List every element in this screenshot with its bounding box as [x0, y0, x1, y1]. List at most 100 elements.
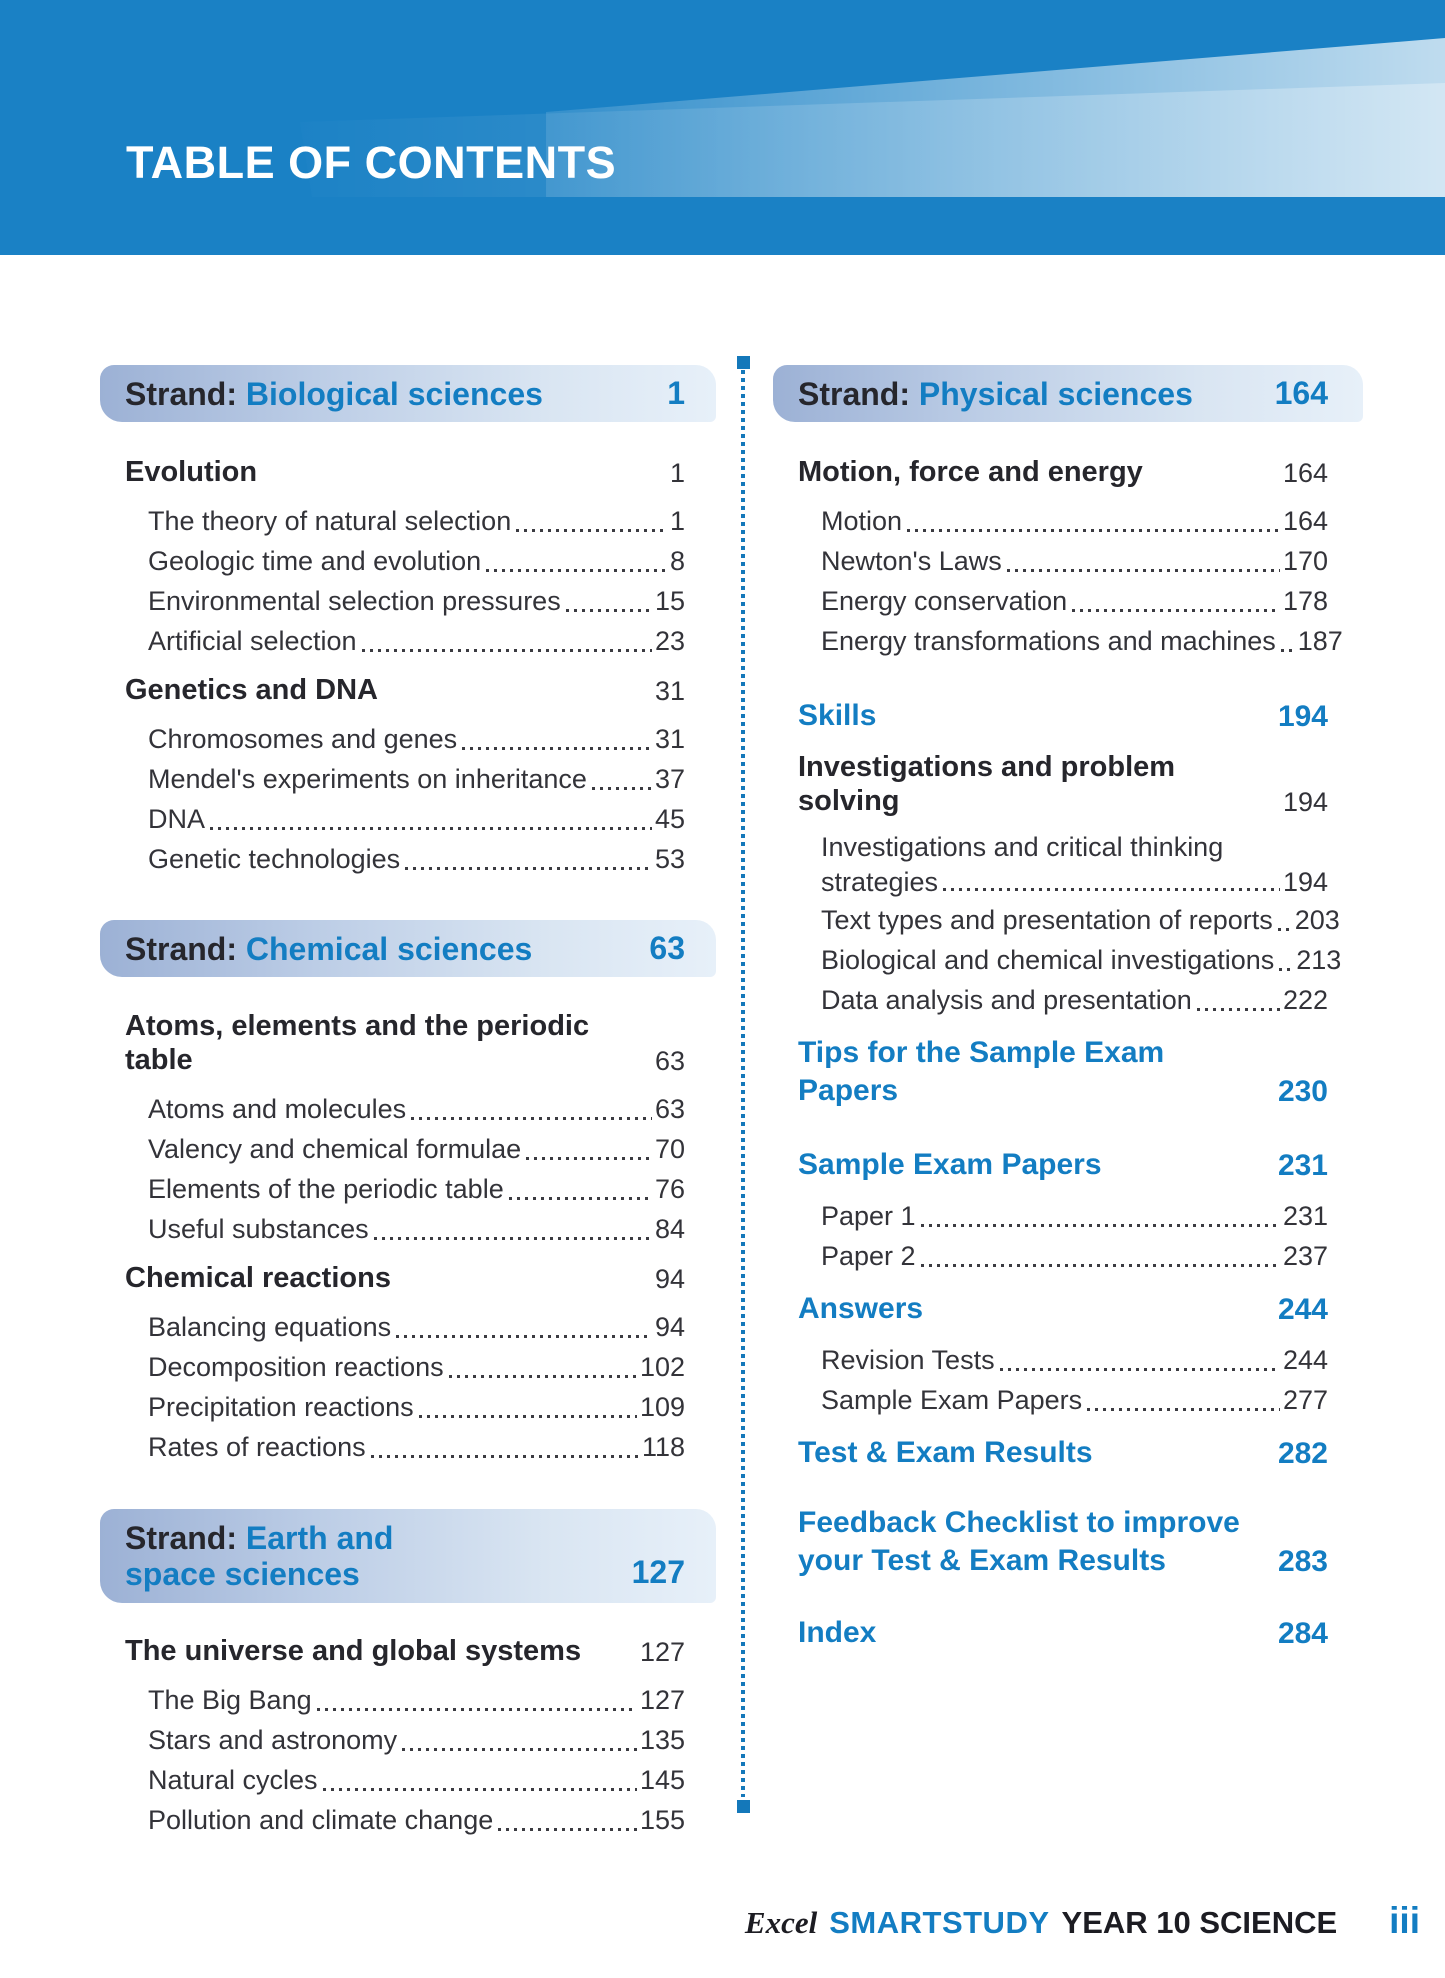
- chapter-page-number: 1: [669, 458, 685, 488]
- strand-bar: Strand: Chemical sciences 63: [100, 920, 716, 977]
- entry-label: Text types and presentation of reports: [821, 905, 1273, 935]
- entry-leader-dots: [322, 1788, 637, 1791]
- entry-leader-dots: [1280, 649, 1295, 652]
- chapter-heading: The universe and global systems 127: [125, 1634, 685, 1668]
- toc-entry: Text types and presentation of reports 20…: [821, 900, 1340, 940]
- toc-entry: Chromosomes and genes 31: [148, 719, 685, 759]
- entry-label: Rates of reactions: [148, 1432, 366, 1462]
- chapter-title: Atoms, elements and the periodic table: [125, 1010, 590, 1076]
- chapter-page-number: 164: [1282, 458, 1328, 488]
- entry-page-number: 135: [639, 1725, 685, 1755]
- chapter-block: The universe and global systems 127 The Bi…: [125, 1634, 685, 1840]
- entry-leader-dots: [361, 649, 652, 652]
- section-title: Answers: [798, 1292, 924, 1325]
- toc-entry: Motion 164: [821, 501, 1328, 541]
- section-block: Index 284: [798, 1614, 1328, 1652]
- entry-page-number: 102: [639, 1352, 685, 1382]
- section-title: Index: [798, 1616, 877, 1649]
- entry-label: Paper 1: [821, 1201, 916, 1231]
- entry-label: Sample Exam Papers: [821, 1385, 1083, 1415]
- entry-label: Useful substances: [148, 1214, 369, 1244]
- entry-label: Decomposition reactions: [148, 1352, 444, 1382]
- chapter-page-number: 127: [639, 1637, 685, 1667]
- entry-label-first-line: Investigations and critical thinking: [821, 832, 1224, 862]
- section-page-number: 194: [1277, 700, 1328, 733]
- brand-smartstudy: SMARTSTUDY: [829, 1905, 1050, 1940]
- strand-label: Strand: Earth and space sciences: [125, 1520, 632, 1592]
- section-block: Feedback Checklist to improve your Test &…: [798, 1504, 1328, 1580]
- entry-label: Artificial selection: [148, 626, 357, 656]
- entry-page-number: 45: [654, 804, 685, 834]
- entry-page-number: 277: [1282, 1385, 1328, 1415]
- strand-prefix: Strand:: [125, 1520, 246, 1556]
- strand-name: space sciences: [125, 1556, 360, 1592]
- chapter-heading: Genetics and DNA 31: [125, 673, 685, 707]
- entry-leader-dots: [591, 787, 652, 790]
- section-block: Test & Exam Results 282: [798, 1434, 1328, 1472]
- toc-right-column: Strand: Physical sciences 164 Motion, forc…: [773, 365, 1363, 1652]
- entry-leader-dots: [1196, 1008, 1280, 1011]
- chapter-block: Evolution 1 The theory of natural selectio…: [125, 455, 685, 661]
- entry-page-number: 222: [1282, 985, 1328, 1015]
- entry-leader-dots: [943, 888, 1280, 891]
- entry-label: strategies: [821, 867, 939, 897]
- section-block: Skills 194: [798, 697, 1328, 735]
- toc-entry: The Big Bang 127: [148, 1680, 685, 1720]
- toc-entry: DNA 45: [148, 799, 685, 839]
- toc-entry: Decomposition reactions 102: [148, 1347, 685, 1387]
- section-title: Skills: [798, 699, 877, 732]
- entry-leader-dots: [370, 1455, 639, 1458]
- strand-name: Biological sciences: [245, 375, 543, 412]
- section-title: Feedback Checklist to improve your Test &…: [798, 1506, 1240, 1577]
- chapter-entries: Motion 164 Newton's Laws 170 Energy conserva…: [798, 501, 1343, 661]
- toc-entry: Precipitation reactions 109: [148, 1387, 685, 1427]
- entry-label: Mendel's experiments on inheritance: [148, 764, 587, 794]
- toc-entry: Energy conservation 178: [821, 581, 1328, 621]
- section-heading: Tips for the Sample Exam Papers 230: [798, 1034, 1328, 1110]
- section-heading: Sample Exam Papers 231: [798, 1146, 1328, 1184]
- toc-entry: Balancing equations 94: [148, 1307, 685, 1347]
- entry-leader-dots: [526, 1157, 652, 1160]
- entry-page-number: 84: [654, 1214, 685, 1244]
- entry-page-number: 178: [1282, 586, 1328, 616]
- toc-entry: Pollution and climate change 155: [148, 1800, 685, 1840]
- strand-bar: Strand: Physical sciences 164: [773, 365, 1363, 422]
- entry-page-number: 31: [654, 724, 685, 754]
- page-footer: Excel SMARTSTUDY YEAR 10 SCIENCE iii: [745, 1900, 1420, 1942]
- entry-leader-dots: [486, 569, 667, 572]
- section-block: Tips for the Sample Exam Papers 230: [798, 1034, 1328, 1110]
- strand-page-number: 1: [667, 375, 685, 411]
- column-divider: [737, 356, 750, 1813]
- chapter-block: Investigations and problem solving 194 Inv…: [798, 750, 1341, 1020]
- chapter-heading: Atoms, elements and the periodic table 63: [125, 1009, 685, 1077]
- section-heading: Index 284: [798, 1614, 1328, 1652]
- entry-label: Environmental selection pressures: [148, 586, 561, 616]
- entry-leader-dots: [316, 1708, 637, 1711]
- section-title: Tips for the Sample Exam Papers: [798, 1036, 1165, 1107]
- entry-label: The theory of natural selection: [148, 506, 512, 536]
- entry-page-number: 213: [1296, 945, 1342, 975]
- divider-dotted-line: [741, 370, 745, 1797]
- entry-label: Pollution and climate change: [148, 1805, 494, 1835]
- section-heading: Test & Exam Results 282: [798, 1434, 1328, 1472]
- entry-page-number: 237: [1282, 1241, 1328, 1271]
- entry-label: Balancing equations: [148, 1312, 392, 1342]
- entry-leader-dots: [373, 1237, 652, 1240]
- entry-label: Revision Tests: [821, 1345, 995, 1375]
- entry-leader-dots: [565, 609, 652, 612]
- entry-page-number: 118: [641, 1432, 685, 1462]
- toc-entry: Paper 1 231: [821, 1196, 1328, 1236]
- entry-page-number: 63: [654, 1094, 685, 1124]
- section-page-number: 283: [1277, 1545, 1328, 1578]
- section-block: Answers 244 Revision Tests 244 Sample Exam P…: [798, 1290, 1328, 1420]
- entry-leader-dots: [920, 1224, 1280, 1227]
- chapter-entries: Investigations and critical thinking stra…: [798, 830, 1341, 1020]
- entry-label: Atoms and molecules: [148, 1094, 407, 1124]
- entry-page-number: 94: [654, 1312, 685, 1342]
- entry-page-number: 164: [1282, 506, 1328, 536]
- entry-label: The Big Bang: [148, 1685, 312, 1715]
- strand-prefix: Strand:: [125, 930, 246, 967]
- chapter-page-number: 94: [654, 1264, 685, 1294]
- entry-page-number: 187: [1297, 626, 1343, 656]
- strand-label-line: Strand: Physical sciences: [798, 376, 1275, 412]
